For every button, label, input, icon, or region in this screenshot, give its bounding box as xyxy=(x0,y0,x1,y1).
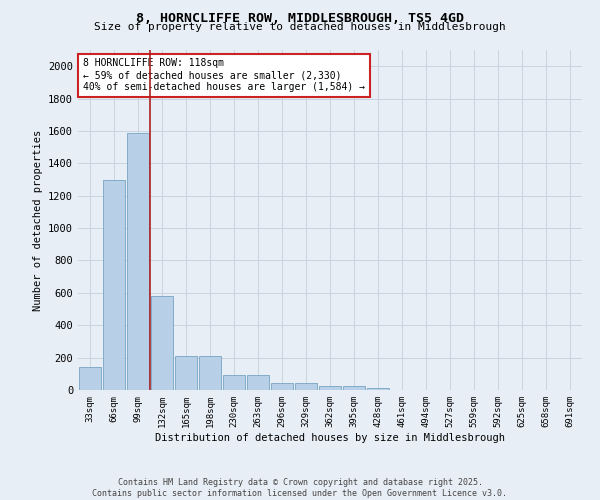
Text: 8, HORNCLIFFE ROW, MIDDLESBROUGH, TS5 4GD: 8, HORNCLIFFE ROW, MIDDLESBROUGH, TS5 4G… xyxy=(136,12,464,26)
Bar xyxy=(175,356,197,390)
Bar xyxy=(319,386,341,390)
Bar xyxy=(295,382,317,390)
Bar xyxy=(103,180,125,390)
Bar xyxy=(367,388,389,390)
Bar xyxy=(127,132,149,390)
Bar xyxy=(151,296,173,390)
Y-axis label: Number of detached properties: Number of detached properties xyxy=(32,130,43,310)
Bar xyxy=(247,374,269,390)
Text: Size of property relative to detached houses in Middlesbrough: Size of property relative to detached ho… xyxy=(94,22,506,32)
Bar xyxy=(79,368,101,390)
Bar xyxy=(199,356,221,390)
Text: 8 HORNCLIFFE ROW: 118sqm
← 59% of detached houses are smaller (2,330)
40% of sem: 8 HORNCLIFFE ROW: 118sqm ← 59% of detach… xyxy=(83,58,365,92)
Bar xyxy=(223,374,245,390)
Bar xyxy=(343,386,365,390)
Bar xyxy=(271,382,293,390)
X-axis label: Distribution of detached houses by size in Middlesbrough: Distribution of detached houses by size … xyxy=(155,432,505,442)
Text: Contains HM Land Registry data © Crown copyright and database right 2025.
Contai: Contains HM Land Registry data © Crown c… xyxy=(92,478,508,498)
